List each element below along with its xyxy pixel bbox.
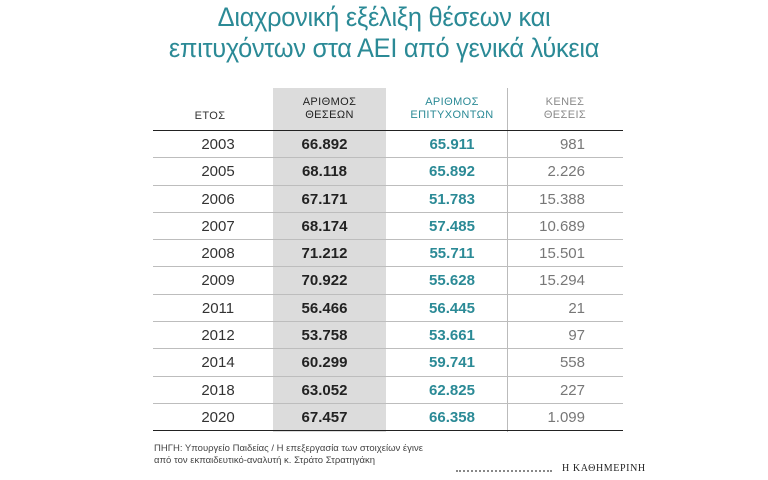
seats-cell: 67.457 <box>301 408 348 426</box>
year-cell: 2020 <box>201 408 235 426</box>
column-divider <box>507 88 508 432</box>
seats-cell: 68.118 <box>301 163 348 181</box>
header-empty-line-1: ΚΕΝΕΣ <box>545 96 585 108</box>
table-row: 2009 70.922 55.628 15.294 <box>153 267 623 295</box>
empty-seats-cell: 97 <box>568 327 585 345</box>
seats-cell: 56.466 <box>301 299 348 317</box>
dotted-divider <box>456 470 552 472</box>
year-cell: 2008 <box>201 245 235 263</box>
empty-seats-cell: 558 <box>559 354 585 372</box>
header-seats-line-2: ΘΕΣΕΩΝ <box>305 109 354 121</box>
source-line-2: από τον εκπαιδευτικό-αναλυτή κ. Στράτο Σ… <box>154 455 376 466</box>
table-row: 2014 60.299 59.741 558 <box>153 349 623 377</box>
seats-cell: 70.922 <box>301 272 348 290</box>
table-row: 2007 68.174 57.485 10.689 <box>153 213 623 241</box>
chart-title: Διαχρονική εξέλιξη θέσεων και επιτυχόντω… <box>23 2 745 64</box>
header-empty-line-2: ΘΕΣΕΙΣ <box>543 109 587 121</box>
successful-cell: 53.661 <box>429 327 475 345</box>
year-cell: 2012 <box>201 327 235 345</box>
seats-cell: 53.758 <box>301 327 348 345</box>
table-row: 2012 53.758 53.661 97 <box>153 322 623 350</box>
empty-seats-cell: 1.099 <box>547 408 585 426</box>
year-cell: 2006 <box>201 190 235 208</box>
successful-cell: 51.783 <box>429 190 475 208</box>
empty-seats-cell: 15.501 <box>539 245 585 263</box>
seats-cell: 67.171 <box>301 190 348 208</box>
empty-seats-cell: 981 <box>559 136 585 153</box>
year-cell: 2005 <box>201 163 235 181</box>
header-successful: ΑΡΙΘΜΟΣ ΕΠΙΤΥΧΟΝΤΩΝ <box>397 96 507 122</box>
empty-seats-cell: 227 <box>559 381 585 399</box>
table-row: 2011 56.466 56.445 21 <box>153 295 623 323</box>
header-rule <box>153 130 623 131</box>
table-row: 2005 68.118 65.892 2.226 <box>153 158 623 186</box>
successful-cell: 55.711 <box>429 245 475 263</box>
successful-cell: 65.892 <box>429 163 475 181</box>
successful-cell: 59.741 <box>429 354 475 372</box>
chart-title-line-2: επιτυχόντων στα ΑΕΙ από γενικά λύκεια <box>168 33 600 63</box>
seats-cell: 60.299 <box>301 354 348 372</box>
header-seats: ΑΡΙΘΜΟΣ ΘΕΣΕΩΝ <box>273 96 386 122</box>
header-seats-line-1: ΑΡΙΘΜΟΣ <box>302 96 357 108</box>
year-cell: 2014 <box>201 354 235 372</box>
empty-seats-cell: 21 <box>568 299 585 317</box>
successful-cell: 57.485 <box>429 217 475 235</box>
successful-cell: 65.911 <box>429 136 475 153</box>
year-cell: 2009 <box>201 272 235 290</box>
seats-cell: 71.212 <box>301 245 348 263</box>
header-year-label: ΕΤΟΣ <box>194 110 226 122</box>
seats-cell: 68.174 <box>301 217 348 235</box>
header-empty: ΚΕΝΕΣ ΘΕΣΕΙΣ <box>515 96 615 122</box>
seats-cell: 66.892 <box>301 136 348 153</box>
table-row: 2008 71.212 55.711 15.501 <box>153 240 623 268</box>
year-cell: 2007 <box>201 217 235 235</box>
successful-cell: 62.825 <box>429 381 475 399</box>
table-body: 2003 66.892 65.911 981 2005 68.118 65.892 2.226… <box>153 131 623 432</box>
successful-cell: 55.628 <box>429 272 475 290</box>
year-cell: 2018 <box>201 381 235 399</box>
empty-seats-cell: 2.226 <box>547 163 585 181</box>
seats-column-highlight <box>273 88 386 432</box>
successful-cell: 66.358 <box>429 408 475 426</box>
year-cell: 2011 <box>201 299 235 317</box>
brand-logo: Η ΚΑΘΗΜΕΡΙΝΗ <box>562 463 646 474</box>
table-row: 2006 67.171 51.783 15.388 <box>153 186 623 213</box>
seats-cell: 63.052 <box>301 381 348 399</box>
table-row: 2003 66.892 65.911 981 <box>153 131 623 159</box>
empty-seats-cell: 15.294 <box>539 272 585 290</box>
table-row: 2020 67.457 66.358 1.099 <box>153 404 623 432</box>
source-note: ΠΗΓΗ: Υπουργείο Παιδείας / Η επεξεργασία… <box>154 443 423 467</box>
header-successful-line-2: ΕΠΙΤΥΧΟΝΤΩΝ <box>410 109 494 121</box>
empty-seats-cell: 15.388 <box>539 190 585 208</box>
year-cell: 2003 <box>201 136 235 153</box>
chart-title-line-1: Διαχρονική εξέλιξη θέσεων και <box>217 2 551 32</box>
source-line-1: ΠΗΓΗ: Υπουργείο Παιδείας / Η επεξεργασία… <box>154 443 423 454</box>
successful-cell: 56.445 <box>429 299 475 317</box>
empty-seats-cell: 10.689 <box>539 217 585 235</box>
header-successful-line-1: ΑΡΙΘΜΟΣ <box>425 96 479 108</box>
header-year: ΕΤΟΣ <box>170 110 250 123</box>
table-row: 2018 63.052 62.825 227 <box>153 377 623 404</box>
